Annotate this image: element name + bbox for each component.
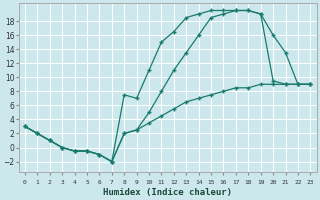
X-axis label: Humidex (Indice chaleur): Humidex (Indice chaleur) xyxy=(103,188,232,197)
